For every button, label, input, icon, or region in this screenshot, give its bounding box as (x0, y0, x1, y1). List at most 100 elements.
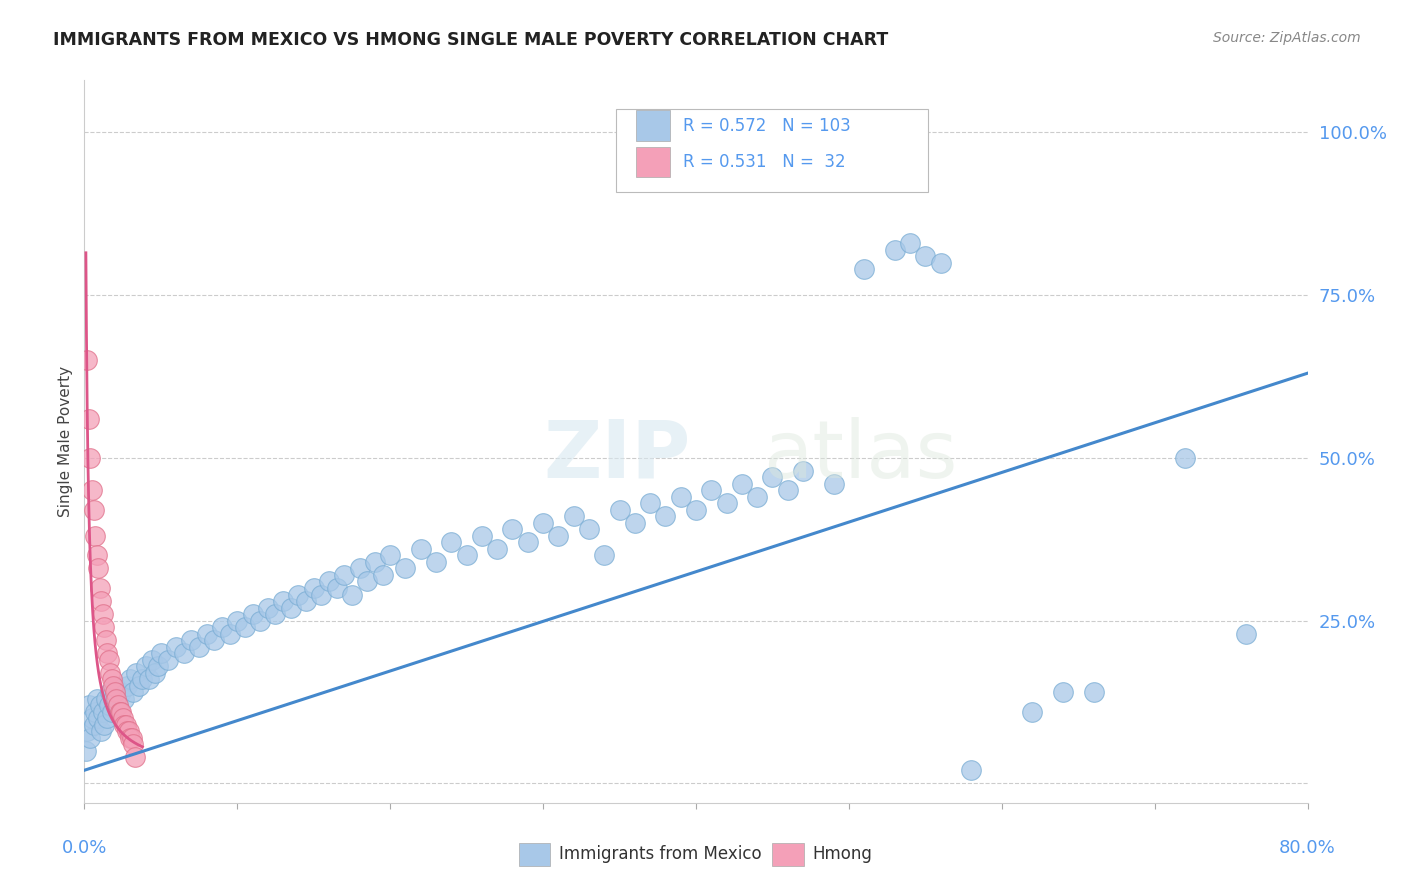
Point (86, 691, 108, 706)
Point (87, 711, 110, 725)
Point (394, 561, 416, 575)
Text: 0.0%: 0.0% (62, 838, 107, 856)
Point (115, 679, 138, 693)
Point (138, 672, 160, 686)
Point (76, 724, 98, 739)
Point (685, 503, 707, 517)
Point (122, 737, 145, 751)
Point (271, 594, 294, 608)
Point (218, 626, 240, 640)
Point (264, 607, 287, 621)
Text: atlas: atlas (763, 417, 957, 495)
Point (318, 574, 340, 589)
Point (93, 620, 115, 634)
Point (302, 581, 325, 595)
Point (157, 652, 180, 666)
Point (96, 711, 118, 725)
Point (115, 724, 138, 739)
Point (333, 568, 356, 582)
Point (135, 659, 157, 673)
Point (731, 476, 754, 491)
Point (547, 529, 569, 543)
Point (471, 529, 494, 543)
Point (502, 523, 524, 537)
Point (486, 541, 509, 556)
Point (654, 509, 676, 524)
Point (146, 659, 169, 673)
Point (340, 587, 363, 601)
Point (86, 549, 108, 563)
Point (143, 665, 166, 680)
Point (287, 587, 309, 601)
Point (94, 691, 117, 706)
Point (242, 607, 264, 621)
Point (409, 541, 432, 556)
Point (425, 555, 447, 569)
Point (131, 672, 153, 686)
Text: R = 0.531   N =  32: R = 0.531 N = 32 (682, 153, 845, 171)
Point (440, 535, 463, 549)
Point (747, 490, 769, 504)
Point (249, 614, 271, 628)
Point (257, 600, 280, 615)
Point (929, 255, 952, 269)
Point (700, 483, 723, 498)
Point (97, 698, 120, 713)
Y-axis label: Single Male Poverty: Single Male Poverty (58, 366, 73, 517)
Point (79, 731, 101, 745)
Point (93, 717, 115, 731)
Point (87, 561, 110, 575)
Point (84, 529, 107, 543)
FancyBboxPatch shape (772, 843, 804, 865)
Text: ZIP: ZIP (543, 417, 690, 495)
Point (104, 679, 127, 693)
Point (761, 470, 783, 484)
Point (883, 243, 905, 257)
Point (120, 731, 142, 745)
Point (103, 691, 125, 706)
Point (195, 626, 218, 640)
Point (776, 483, 799, 498)
Point (914, 249, 936, 263)
Point (91, 705, 114, 719)
Point (960, 764, 983, 778)
FancyBboxPatch shape (519, 843, 550, 865)
Point (97, 652, 120, 666)
Point (90, 724, 112, 739)
Text: Source: ZipAtlas.com: Source: ZipAtlas.com (1213, 31, 1361, 45)
Point (173, 646, 195, 660)
Point (80, 711, 103, 725)
FancyBboxPatch shape (616, 109, 928, 193)
Text: 80.0%: 80.0% (1279, 838, 1336, 856)
Point (226, 614, 249, 628)
Text: Hmong: Hmong (813, 845, 872, 863)
Point (80, 483, 103, 498)
Point (111, 711, 134, 725)
Point (76, 353, 98, 368)
Point (91, 607, 114, 621)
Text: R = 0.572   N = 103: R = 0.572 N = 103 (682, 117, 851, 135)
Point (128, 679, 150, 693)
Point (1021, 705, 1043, 719)
Point (77, 411, 100, 425)
Point (638, 496, 661, 510)
Point (280, 600, 302, 615)
Point (853, 262, 876, 277)
Point (188, 640, 211, 654)
Point (96, 646, 118, 660)
Point (101, 672, 124, 686)
Point (112, 717, 135, 731)
Point (669, 490, 692, 504)
Point (120, 672, 142, 686)
Point (98, 685, 121, 699)
Point (90, 594, 112, 608)
Point (456, 549, 478, 563)
Point (311, 587, 333, 601)
Point (1052, 685, 1074, 699)
Point (211, 620, 233, 634)
Text: IMMIGRANTS FROM MEXICO VS HMONG SINGLE MALE POVERTY CORRELATION CHART: IMMIGRANTS FROM MEXICO VS HMONG SINGLE M… (53, 31, 889, 49)
Point (89, 698, 111, 713)
Point (83, 717, 105, 731)
Point (356, 574, 378, 589)
Point (101, 705, 124, 719)
